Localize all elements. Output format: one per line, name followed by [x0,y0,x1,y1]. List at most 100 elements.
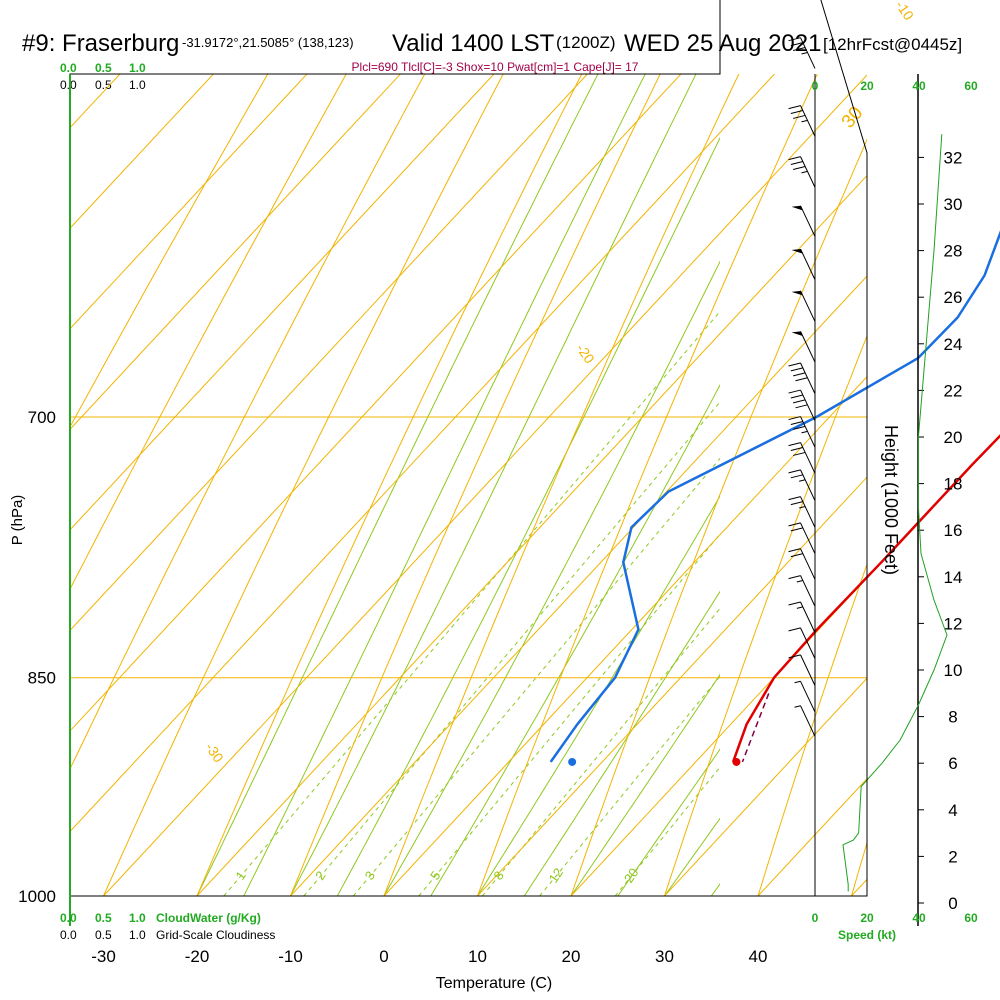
height-tick-label: 10 [944,661,963,680]
barb-flag [791,290,803,296]
barb-full [788,156,801,161]
isotherm-line [383,375,867,896]
x-tick-label: 10 [468,947,487,966]
cloud-tick-label: 1.0 [129,78,146,92]
speed-axis-label: Speed (kt) [838,928,896,942]
barb-full [793,451,806,456]
barb-full [790,110,803,114]
barb-full [788,496,801,501]
isobar-lines: 2503004005007008501000 [18,408,867,906]
barb-full [788,601,801,606]
height-tick-label: 32 [944,148,963,167]
cloud-tick-label: 1.0 [129,911,146,925]
barb-full [790,161,803,166]
barb-staff [800,331,816,363]
speed-tick-label: 0 [812,79,819,93]
wind-barb [788,548,816,580]
mixing-ratio-line [539,675,720,896]
isotherm-line [757,778,867,896]
speed-tick-label: 40 [912,79,926,93]
barb-half [801,430,808,434]
dry-adiabat-line [664,334,867,896]
surface-temperature-dot [732,757,741,766]
isotherm-line [70,74,402,431]
x-tick-label: -10 [278,947,303,966]
cloud-tick-label: 0.5 [95,61,112,75]
moist-adiabat-line [523,590,720,896]
barb-staff [800,627,816,659]
isotherm-line [70,74,215,229]
barb-full [788,416,801,421]
cloudwater-scale-bottom: 0.0 0.5 1.0 CloudWater (g/Kg) [60,911,261,925]
moist-adiabat-line [290,74,697,896]
barb-full [788,548,801,553]
barb-staff [800,705,816,737]
wind-barb [788,601,816,633]
mixing-ratio-label: 12 [546,865,567,885]
isotherm-line [103,74,867,896]
wind-barb [791,205,816,237]
barb-full [788,105,801,110]
cloud-tick-label: 1.0 [129,61,146,75]
pressure-tick-label: 850 [28,669,56,688]
wind-barb-column [788,37,816,896]
mixing-ratio-label: 3 [362,868,378,883]
wind-barb [791,290,816,322]
dry-adiabat-line [477,74,818,896]
mixing-ratio-label: 20 [621,865,642,885]
x-axis-title: Temperature (C) [436,975,552,992]
isotherm-line [477,476,867,896]
height-tick-label: 30 [944,195,963,214]
barb-half [794,705,801,708]
cloud-tick-label: 1.0 [129,928,146,942]
wind-barb [791,248,816,280]
cloud-tick-label: 0.0 [60,78,77,92]
height-tick-label: 26 [944,288,963,307]
mixing-ratio-line [223,310,720,896]
x-tick-label: -30 [91,947,116,966]
cloudiness-scale-bottom: 0.0 0.5 1.0 Grid-Scale Cloudiness [60,928,275,942]
barb-staff [800,601,816,633]
isotherm-line [290,275,867,896]
dry-adiabat-line [196,74,583,896]
moist-adiabat-line [243,74,646,896]
height-tick-label: 4 [948,801,957,820]
isotherm-line [570,576,867,896]
isotherm-line [70,74,121,129]
adiabat-clip [196,0,1000,896]
barb-staff [800,362,816,394]
height-tick-label: 24 [944,335,963,354]
barb-flag [791,331,803,337]
dewpoint-line [549,230,1000,763]
dry-adiabat-line [383,74,740,896]
isotherm-line [70,74,589,632]
pressure-tick-label: 1000 [18,887,56,906]
dry-adiabat-label: -10 [892,0,917,23]
moist-adiabat-line [758,0,1000,896]
barb-staff [800,442,816,474]
forecast-info: [12hrFcst@0445z] [823,35,962,54]
barb-full [793,372,806,377]
moist-adiabat-line [570,673,720,896]
barb-staff [800,681,816,713]
utc-time: (1200Z) [556,33,616,52]
dry-adiabat-line [70,74,269,428]
moist-adiabat-label: 30 [838,103,868,133]
barb-full [790,367,803,372]
cloudiness-label: Grid-Scale Cloudiness [156,928,275,942]
barb-half [801,119,808,123]
barb-full [790,421,803,425]
mixing-ratio-line [352,457,720,896]
barb-full [788,654,801,659]
mixing-ratio-label: 8 [490,868,506,883]
dry-adiabat-label: -20 [573,341,598,367]
isotherm-line [0,0,993,896]
barb-flag [791,248,803,254]
mixing-ratio-line [614,766,720,896]
isotherm-line [70,74,682,732]
x-tick-label: 40 [749,947,768,966]
height-tick-label: 14 [944,568,963,587]
wind-barb [788,496,816,528]
